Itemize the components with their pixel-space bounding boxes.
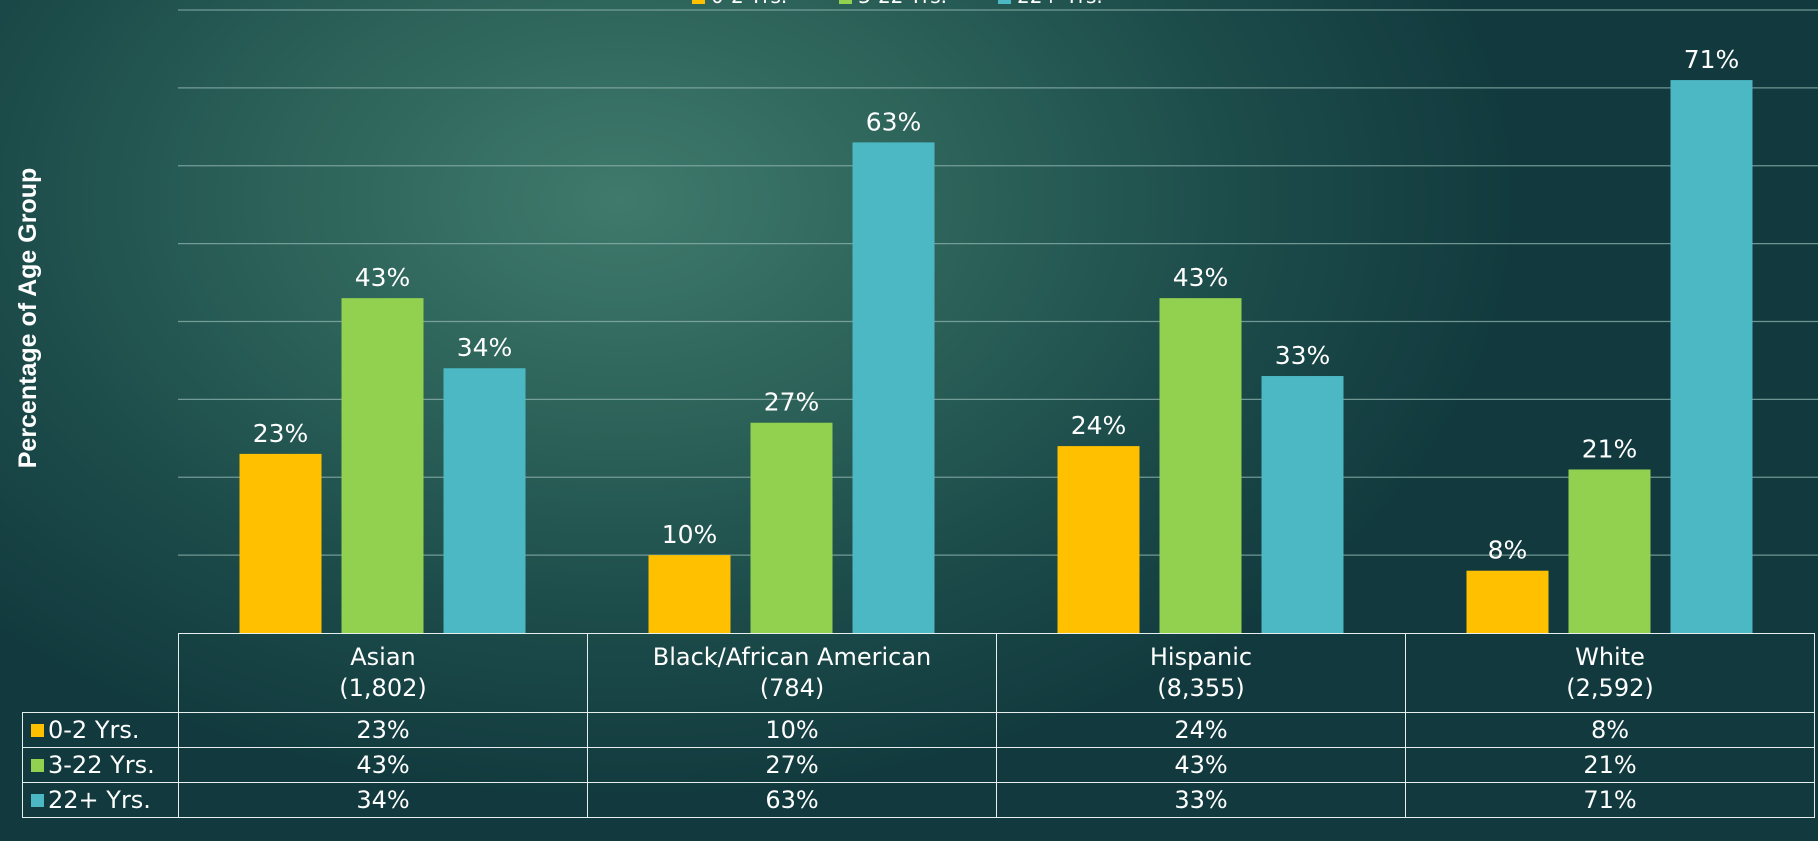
table-cell: 21% — [1405, 747, 1815, 783]
table-cell: 63% — [587, 782, 997, 818]
table-row: 3-22 Yrs. 43% 27% 43% 21% — [22, 747, 1815, 783]
table-row: 22+ Yrs. 34% 63% 33% 71% — [22, 782, 1815, 818]
bar — [852, 142, 935, 633]
table-cell: 8% — [1405, 712, 1815, 748]
bar — [239, 453, 322, 633]
table-cell: 71% — [1405, 782, 1815, 818]
table-cell: 34% — [178, 782, 588, 818]
category-label: Black/African American (784) — [587, 633, 997, 713]
legend-key — [998, 0, 1011, 4]
data-label: 21% — [1582, 434, 1638, 463]
data-label: 24% — [1071, 411, 1127, 440]
data-labels: 23% 43% 34% 10% 27% 63% 24% 43% 33% 8% 21% 71% — [253, 45, 1740, 565]
data-label: 33% — [1275, 341, 1331, 370]
data-label: 8% — [1488, 536, 1528, 565]
category-label: Hispanic (8,355) — [996, 633, 1406, 713]
data-label: 10% — [662, 520, 718, 549]
series-label: 3-22 Yrs. — [22, 747, 179, 783]
legend-key — [839, 0, 852, 4]
table-cell: 27% — [587, 747, 997, 783]
bar — [750, 422, 833, 633]
data-label: 43% — [355, 263, 411, 292]
table-cell: 24% — [996, 712, 1406, 748]
bar — [1159, 298, 1242, 633]
category-label: White (2,592) — [1405, 633, 1815, 713]
data-label: 34% — [457, 333, 513, 362]
bar — [443, 368, 526, 633]
y-axis-label: Percentage of Age Group — [14, 168, 42, 469]
table-cell: 43% — [178, 747, 588, 783]
series-label: 0-2 Yrs. — [22, 712, 179, 748]
legend: 0-2 Yrs. 3-22 Yrs. 22+ Yrs. — [692, 0, 1103, 8]
bar — [1057, 446, 1140, 633]
bar — [1261, 376, 1344, 633]
data-label: 23% — [253, 419, 309, 448]
series-label: 22+ Yrs. — [22, 782, 179, 818]
data-label: 43% — [1173, 263, 1229, 292]
legend-entry: 3-22 Yrs. — [858, 0, 947, 8]
table-corner — [22, 633, 179, 713]
data-table: Asian (1,802) Black/African American (784) H… — [22, 633, 1815, 818]
table-cell: 23% — [178, 712, 588, 748]
bar — [1568, 469, 1651, 633]
table-row: 0-2 Yrs. 23% 10% 24% 8% — [22, 712, 1815, 748]
bars — [239, 80, 1753, 633]
series-key — [31, 724, 44, 737]
data-label: 71% — [1684, 45, 1740, 74]
bar — [648, 555, 731, 633]
bar — [341, 298, 424, 633]
category-label: Asian (1,802) — [178, 633, 588, 713]
table-cell: 33% — [996, 782, 1406, 818]
legend-entry: 22+ Yrs. — [1017, 0, 1103, 8]
data-label: 63% — [866, 107, 922, 136]
series-key — [31, 759, 44, 772]
bar — [1670, 80, 1753, 633]
legend-key — [692, 0, 705, 4]
table-header-row: Asian (1,802) Black/African American (784) H… — [22, 633, 1815, 713]
data-label: 27% — [764, 388, 820, 417]
legend-entry: 0-2 Yrs. — [711, 0, 787, 8]
bar — [1466, 570, 1549, 633]
table-cell: 10% — [587, 712, 997, 748]
series-key — [31, 794, 44, 807]
table-cell: 43% — [996, 747, 1406, 783]
